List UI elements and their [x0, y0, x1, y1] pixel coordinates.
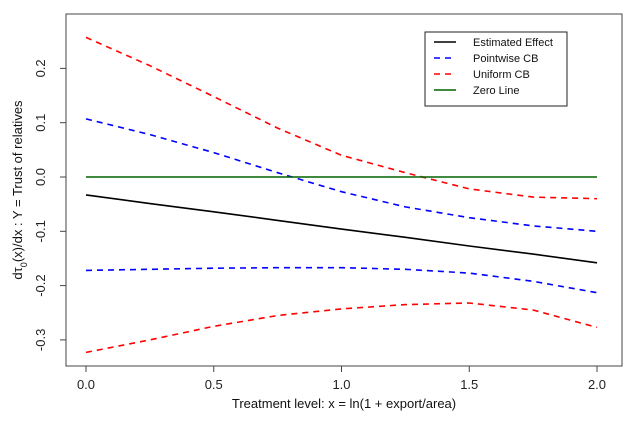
series-line-pointwise-cb — [85, 118, 598, 233]
x-tick-label: 2.0 — [588, 377, 606, 392]
y-axis-label: dτ0(x)/dx : Y = Trust of relatives — [10, 100, 29, 280]
y-tick-label: 0.0 — [33, 168, 48, 186]
legend-label: Uniform CB — [473, 69, 530, 81]
x-tick-label: 1.0 — [332, 377, 350, 392]
series-line-pointwise-cb — [85, 266, 598, 294]
y-tick-label: -0.2 — [33, 274, 48, 296]
x-tick-label: 1.5 — [460, 377, 478, 392]
legend-box — [424, 31, 568, 107]
legend-label: Estimated Effect — [473, 37, 553, 49]
y-tick-label: 0.2 — [33, 59, 48, 77]
x-tick-label: 0.5 — [205, 377, 223, 392]
series-line-uniform-cb — [85, 36, 598, 200]
x-axis: 0.0 0.5 1.0 1.5 2.0 — [77, 366, 606, 392]
series-line-estimated-effect — [85, 194, 598, 264]
x-tick-label: 0.0 — [77, 377, 95, 392]
y-tick-label: -0.1 — [33, 220, 48, 242]
y-tick-label: -0.3 — [33, 329, 48, 351]
x-axis-label: Treatment level: x = ln(1 + export/area) — [232, 396, 456, 411]
legend-label: Pointwise CB — [473, 53, 538, 65]
legend-label: Zero Line — [473, 85, 519, 97]
plot-frame — [65, 13, 623, 367]
y-tick-label: 0.1 — [33, 114, 48, 132]
y-axis: -0.3 -0.2 -0.1 0.0 0.1 0.2 — [33, 59, 66, 351]
series-line-uniform-cb — [85, 302, 598, 354]
series-layer — [85, 36, 598, 354]
legend: Estimated Effect Pointwise CB Uniform CB Ze… — [424, 31, 568, 107]
